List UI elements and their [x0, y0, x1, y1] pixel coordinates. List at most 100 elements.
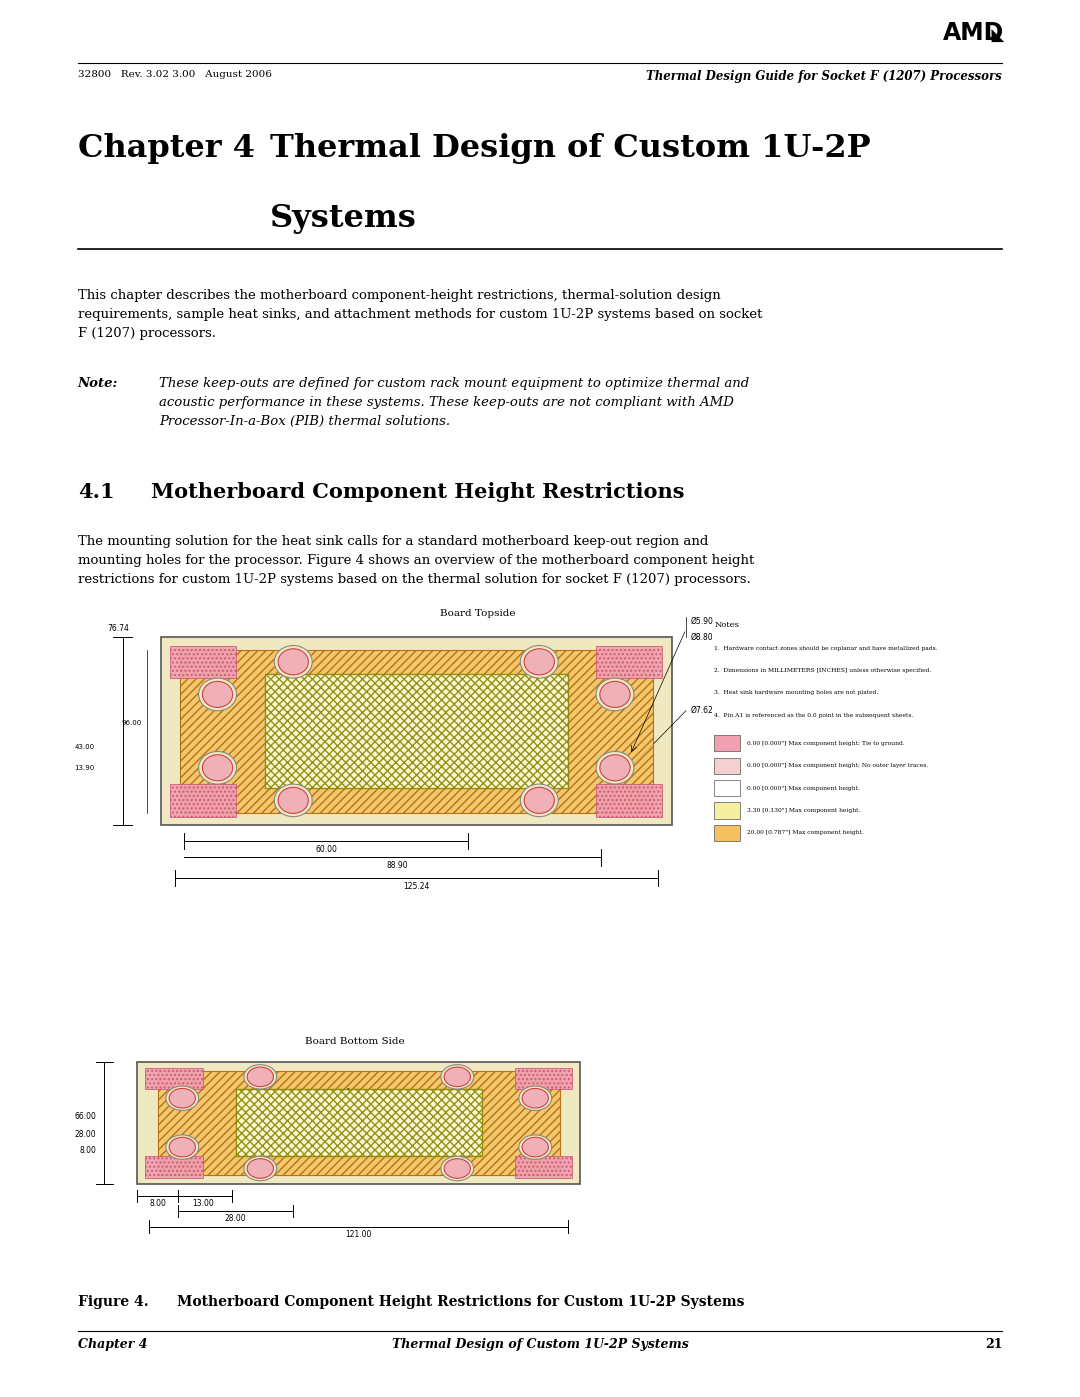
Bar: [179, 650, 652, 813]
Bar: [714, 824, 741, 841]
Text: 8.00: 8.00: [79, 1146, 96, 1155]
Circle shape: [521, 645, 558, 678]
Circle shape: [518, 1085, 552, 1111]
Text: 4.  Pin A1 is referenced as the 0.0 point in the subsequent sheets.: 4. Pin A1 is referenced as the 0.0 point…: [714, 712, 914, 718]
Bar: [146, 1067, 203, 1090]
Bar: [714, 757, 741, 774]
Text: 32800   Rev. 3.02 3.00   August 2006: 32800 Rev. 3.02 3.00 August 2006: [78, 70, 272, 78]
Circle shape: [444, 1067, 471, 1087]
Bar: [714, 802, 741, 819]
Text: 125.24: 125.24: [403, 882, 430, 891]
Circle shape: [599, 682, 630, 707]
Bar: [265, 675, 568, 788]
Text: Ø7.62: Ø7.62: [691, 707, 714, 715]
Text: Motherboard Component Height Restrictions for Custom 1U-2P Systems: Motherboard Component Height Restriction…: [177, 1295, 744, 1309]
Bar: [137, 1062, 580, 1183]
Circle shape: [202, 754, 232, 781]
Text: 0.00 [0.000"] Max component height; Tie to ground.: 0.00 [0.000"] Max component height; Tie …: [747, 740, 905, 746]
Text: Thermal Design of Custom 1U-2P Systems: Thermal Design of Custom 1U-2P Systems: [392, 1338, 688, 1351]
Circle shape: [199, 678, 237, 711]
Text: Notes: Notes: [714, 622, 739, 629]
Bar: [235, 1090, 482, 1157]
Text: 60.00: 60.00: [315, 845, 337, 854]
Bar: [714, 735, 741, 752]
Circle shape: [166, 1085, 199, 1111]
Circle shape: [444, 1158, 471, 1178]
Text: 0.00 [0.000"] Max component height; No outer layer traces.: 0.00 [0.000"] Max component height; No o…: [747, 763, 929, 768]
Text: Figure 4.: Figure 4.: [78, 1295, 148, 1309]
Circle shape: [518, 1134, 552, 1160]
Bar: [171, 645, 237, 678]
Circle shape: [441, 1157, 474, 1180]
Text: 88.90: 88.90: [387, 862, 408, 870]
Text: Thermal Design of Custom 1U-2P: Thermal Design of Custom 1U-2P: [270, 133, 870, 163]
Text: 28.00: 28.00: [225, 1214, 246, 1224]
Bar: [596, 784, 662, 817]
Circle shape: [170, 1137, 195, 1157]
Bar: [146, 1157, 203, 1178]
Text: 1.  Hardware contact zones should be coplanar and have metallized pads.: 1. Hardware contact zones should be copl…: [714, 645, 937, 651]
Text: Board Topside: Board Topside: [440, 609, 515, 617]
Text: 3.  Heat sink hardware mounting holes are not plated.: 3. Heat sink hardware mounting holes are…: [714, 690, 879, 696]
Circle shape: [599, 754, 630, 781]
Text: Chapter 4: Chapter 4: [78, 133, 255, 163]
Circle shape: [522, 1088, 549, 1108]
Text: 2.  Dimensions in MILLIMETERS [INCHES] unless otherwise specified.: 2. Dimensions in MILLIMETERS [INCHES] un…: [714, 668, 932, 673]
Text: These keep-outs are defined for custom rack mount equipment to optimize thermal : These keep-outs are defined for custom r…: [159, 377, 750, 429]
Circle shape: [244, 1157, 276, 1180]
Circle shape: [524, 788, 554, 813]
Text: Note:: Note:: [78, 377, 118, 390]
Text: 0.00 [0.000"] Max component height.: 0.00 [0.000"] Max component height.: [747, 785, 861, 791]
Circle shape: [247, 1158, 273, 1178]
Text: Thermal Design Guide for Socket F (1207) Processors: Thermal Design Guide for Socket F (1207)…: [646, 70, 1002, 82]
Circle shape: [524, 648, 554, 675]
Circle shape: [522, 1137, 549, 1157]
Text: Chapter 4: Chapter 4: [78, 1338, 147, 1351]
Text: 66.00: 66.00: [75, 1112, 96, 1120]
Text: 76.74: 76.74: [107, 624, 130, 633]
Circle shape: [279, 788, 309, 813]
Text: 20.00 [0.787"] Max component height.: 20.00 [0.787"] Max component height.: [747, 830, 864, 835]
Circle shape: [244, 1065, 276, 1090]
Circle shape: [199, 752, 237, 784]
Text: Pin A1: Pin A1: [326, 1088, 351, 1097]
Circle shape: [441, 1065, 474, 1090]
Bar: [161, 637, 672, 824]
Circle shape: [521, 784, 558, 817]
Text: The mounting solution for the heat sink calls for a standard motherboard keep-ou: The mounting solution for the heat sink …: [78, 535, 754, 587]
Circle shape: [596, 678, 634, 711]
Circle shape: [170, 1088, 195, 1108]
Text: Board Bottom Side: Board Bottom Side: [305, 1037, 405, 1046]
Text: Motherboard Component Height Restrictions: Motherboard Component Height Restriction…: [151, 482, 685, 502]
Text: ◣: ◣: [981, 27, 1004, 45]
Text: 21: 21: [985, 1338, 1002, 1351]
Text: 96.00: 96.00: [122, 719, 141, 726]
Circle shape: [247, 1067, 273, 1087]
Bar: [515, 1157, 572, 1178]
Text: 8.00: 8.00: [149, 1199, 166, 1208]
Bar: [158, 1070, 559, 1175]
Text: This chapter describes the motherboard component-height restrictions, thermal-so: This chapter describes the motherboard c…: [78, 289, 762, 341]
Text: Pin A1: Pin A1: [360, 780, 384, 788]
Text: Ø5.90: Ø5.90: [691, 616, 714, 626]
Bar: [171, 784, 237, 817]
Text: 121.00: 121.00: [346, 1229, 372, 1239]
Text: AMD: AMD: [943, 21, 1004, 45]
Circle shape: [202, 682, 232, 707]
Text: 4.1: 4.1: [78, 482, 114, 502]
Text: 3.30 [0.130"] Max component height.: 3.30 [0.130"] Max component height.: [747, 807, 861, 813]
Bar: [515, 1067, 572, 1090]
Text: Systems: Systems: [270, 203, 417, 233]
Bar: [714, 780, 741, 796]
Bar: [596, 645, 662, 678]
Text: 13.00: 13.00: [192, 1199, 214, 1208]
Circle shape: [279, 648, 309, 675]
Text: 13.90: 13.90: [75, 764, 95, 771]
Circle shape: [166, 1134, 199, 1160]
Circle shape: [596, 752, 634, 784]
Text: 43.00: 43.00: [75, 745, 95, 750]
Circle shape: [274, 645, 312, 678]
Text: Ø8.80: Ø8.80: [691, 633, 713, 641]
Text: 28.00: 28.00: [75, 1130, 96, 1140]
Circle shape: [274, 784, 312, 817]
